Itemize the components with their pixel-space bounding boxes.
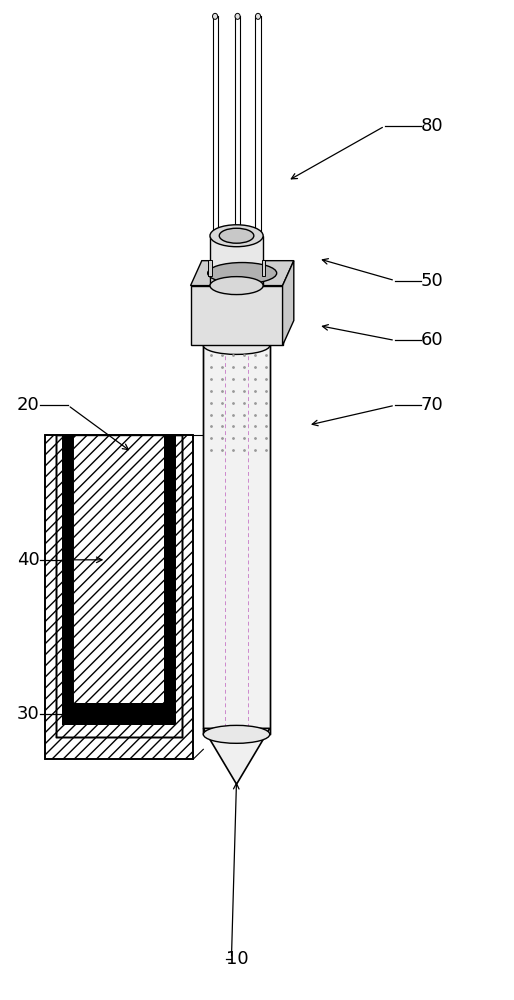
Bar [262,260,265,276]
Text: 40: 40 [17,551,40,569]
Bar [191,286,283,345]
Text: 50: 50 [420,272,444,290]
Text: 60: 60 [420,331,443,349]
Bar [210,236,263,286]
Bar [56,435,182,737]
Text: 30: 30 [17,705,40,723]
Bar [74,435,164,703]
Bar [208,260,211,276]
Ellipse shape [210,225,263,247]
Ellipse shape [219,228,254,243]
Ellipse shape [212,13,217,19]
Text: 70: 70 [420,396,444,414]
Bar [56,435,182,737]
Bar [56,435,182,737]
Bar [164,435,176,725]
Ellipse shape [255,13,261,19]
Ellipse shape [208,263,277,284]
Polygon shape [283,261,294,345]
Bar [45,435,193,759]
Ellipse shape [235,13,240,19]
Text: 10: 10 [226,950,249,968]
Bar [204,345,270,734]
Bar [62,435,74,725]
Text: 20: 20 [17,396,40,414]
Polygon shape [204,728,270,784]
Ellipse shape [210,277,263,295]
Bar [62,703,176,725]
Bar [74,435,164,703]
Ellipse shape [204,725,270,743]
Text: 80: 80 [420,117,443,135]
Ellipse shape [204,336,270,354]
Polygon shape [191,261,294,286]
Bar [45,435,193,759]
